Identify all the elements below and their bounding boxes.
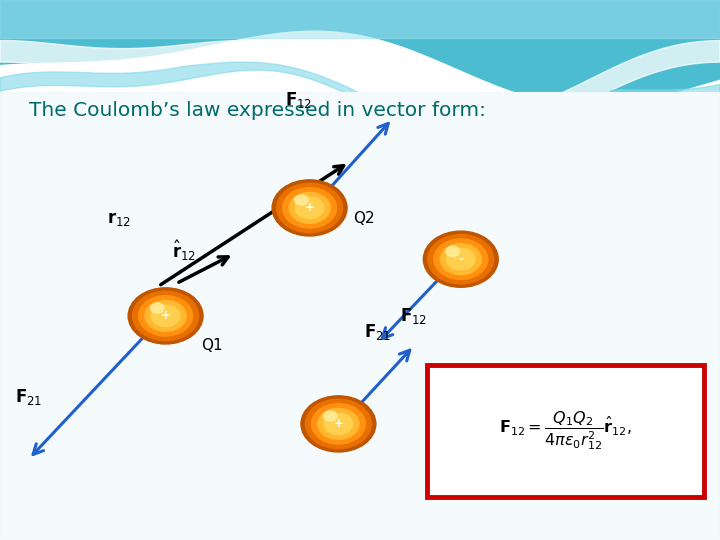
- Text: $\mathbf{F}_{12}$: $\mathbf{F}_{12}$: [285, 90, 312, 110]
- Text: -: -: [459, 253, 463, 266]
- Circle shape: [446, 248, 475, 270]
- Circle shape: [305, 399, 372, 449]
- Text: $\mathbf{F}_{12}$: $\mathbf{F}_{12}$: [400, 306, 428, 326]
- Text: $\mathbf{r}_{12}$: $\mathbf{r}_{12}$: [107, 210, 131, 228]
- Text: +: +: [305, 201, 315, 214]
- Bar: [0, 92, 720, 540]
- Text: $\mathbf{F}_{21}$: $\mathbf{F}_{21}$: [364, 322, 392, 342]
- Text: Q1: Q1: [202, 338, 223, 353]
- FancyBboxPatch shape: [427, 364, 704, 497]
- Circle shape: [312, 404, 365, 444]
- Text: $\mathbf{F}_{21}$: $\mathbf{F}_{21}$: [15, 387, 42, 407]
- Circle shape: [289, 192, 330, 224]
- Circle shape: [323, 411, 337, 421]
- Circle shape: [283, 188, 336, 228]
- Text: $\hat{\mathbf{r}}_{12}$: $\hat{\mathbf{r}}_{12}$: [171, 239, 196, 264]
- Circle shape: [150, 303, 164, 313]
- Circle shape: [423, 231, 498, 287]
- Text: Q2: Q2: [353, 211, 374, 226]
- Text: +: +: [333, 417, 343, 430]
- Circle shape: [301, 396, 376, 452]
- Circle shape: [272, 180, 347, 236]
- Circle shape: [434, 239, 487, 279]
- Circle shape: [446, 246, 459, 256]
- Circle shape: [324, 413, 353, 435]
- Text: +: +: [161, 309, 171, 322]
- Circle shape: [128, 288, 203, 344]
- Circle shape: [132, 291, 199, 341]
- Circle shape: [428, 234, 494, 284]
- Circle shape: [440, 244, 482, 275]
- Circle shape: [295, 197, 324, 219]
- Circle shape: [294, 195, 308, 205]
- Circle shape: [151, 305, 180, 327]
- Circle shape: [139, 296, 192, 336]
- Circle shape: [145, 300, 186, 332]
- Text: The Coulomb’s law expressed in vector form:: The Coulomb’s law expressed in vector fo…: [29, 101, 486, 120]
- Circle shape: [318, 408, 359, 440]
- Text: $\mathbf{F}_{12} = \dfrac{Q_1 Q_2}{4\pi\varepsilon_0 r_{12}^2}\hat{\mathbf{r}}_{: $\mathbf{F}_{12} = \dfrac{Q_1 Q_2}{4\pi\…: [499, 409, 632, 452]
- Circle shape: [276, 183, 343, 233]
